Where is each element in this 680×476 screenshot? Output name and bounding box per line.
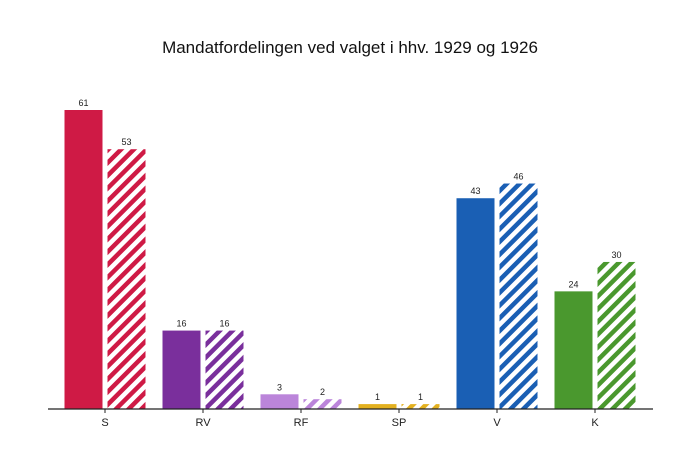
value-label-v-hatched: 46 (513, 172, 523, 182)
bar-v-hatched (499, 183, 538, 409)
bar-s-solid (64, 110, 103, 409)
value-label-rv-solid: 16 (176, 319, 186, 329)
bar-rv-hatched (205, 330, 244, 409)
x-tick-label-k: K (591, 417, 599, 429)
chart-title: Mandatfordelingen ved valget i hhv. 1929… (162, 38, 538, 57)
value-label-k-hatched: 30 (611, 250, 621, 260)
value-label-v-solid: 43 (470, 186, 480, 196)
bar-k-solid (554, 291, 593, 409)
bar-s-hatched (107, 149, 146, 409)
value-label-sp-hatched: 1 (418, 392, 423, 402)
value-label-s-hatched: 53 (121, 137, 131, 147)
value-label-rf-solid: 3 (277, 382, 282, 392)
x-tick-label-v: V (493, 417, 501, 429)
x-tick-label-sp: SP (392, 417, 407, 429)
bars-group: 61 53 16 16 3 2 1 1 43 46 24 30 (64, 98, 636, 409)
value-label-rf-hatched: 2 (320, 387, 325, 397)
bar-sp-solid (358, 404, 397, 409)
bar-sp-hatched (401, 404, 440, 409)
bar-v-solid (456, 198, 495, 409)
x-tick-label-rf: RF (294, 417, 309, 429)
bar-rv-solid (162, 330, 201, 409)
bar-rf-solid (260, 394, 299, 409)
x-tick-label-rv: RV (195, 417, 211, 429)
value-label-rv-hatched: 16 (219, 319, 229, 329)
x-tick-labels: S RV RF SP V K (101, 409, 599, 429)
bar-k-hatched (597, 261, 636, 409)
value-label-k-solid: 24 (568, 279, 578, 289)
value-label-sp-solid: 1 (375, 392, 380, 402)
x-tick-label-s: S (101, 417, 108, 429)
value-label-s-solid: 61 (78, 98, 88, 108)
bar-rf-hatched (303, 399, 342, 409)
